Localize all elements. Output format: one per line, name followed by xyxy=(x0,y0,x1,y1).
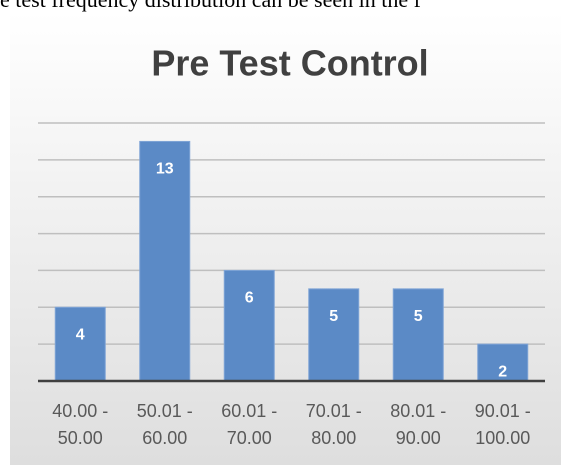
bar xyxy=(54,306,106,382)
x-tick-label: 40.00 - 50.00 xyxy=(52,401,109,448)
x-tick-label: 50.01 - 60.00 xyxy=(136,401,193,448)
data-label: 5 xyxy=(414,308,423,325)
bar xyxy=(308,288,360,382)
bar xyxy=(139,140,191,382)
x-tick-label: 80.01 - 90.00 xyxy=(390,401,447,448)
data-label: 13 xyxy=(156,161,174,178)
x-tick-label: 90.01 - 100.00 xyxy=(474,401,531,448)
x-tick-label: 70.01 - 80.00 xyxy=(305,401,362,448)
data-label: 4 xyxy=(76,327,85,344)
x-tick-label: 60.01 - 70.00 xyxy=(221,401,278,448)
document-text: e test frequency distribution can be see… xyxy=(0,0,421,12)
data-label: 2 xyxy=(498,363,507,380)
data-label: 5 xyxy=(329,308,338,325)
bar xyxy=(392,288,444,382)
chart-title: Pre Test Control xyxy=(151,43,428,84)
data-label: 6 xyxy=(245,290,254,307)
bar xyxy=(223,269,275,382)
chart-area xyxy=(10,12,561,465)
document-text-strip: e test frequency distribution can be see… xyxy=(0,0,561,12)
